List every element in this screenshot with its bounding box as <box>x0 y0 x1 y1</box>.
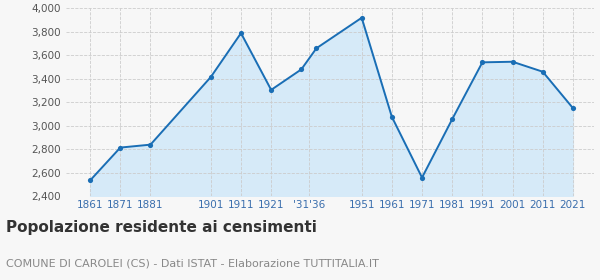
Point <box>568 106 578 110</box>
Text: Popolazione residente ai censimenti: Popolazione residente ai censimenti <box>6 220 317 235</box>
Point <box>417 175 427 180</box>
Point <box>85 178 95 183</box>
Point <box>478 60 487 65</box>
Point <box>146 143 155 147</box>
Point <box>206 75 215 79</box>
Point <box>266 88 276 92</box>
Point <box>387 115 397 119</box>
Point <box>508 60 517 64</box>
Point <box>538 69 548 74</box>
Point <box>236 31 246 35</box>
Point <box>311 46 321 50</box>
Point <box>116 145 125 150</box>
Text: COMUNE DI CAROLEI (CS) - Dati ISTAT - Elaborazione TUTTITALIA.IT: COMUNE DI CAROLEI (CS) - Dati ISTAT - El… <box>6 258 379 268</box>
Point <box>448 117 457 122</box>
Point <box>296 67 306 72</box>
Point <box>357 16 367 20</box>
